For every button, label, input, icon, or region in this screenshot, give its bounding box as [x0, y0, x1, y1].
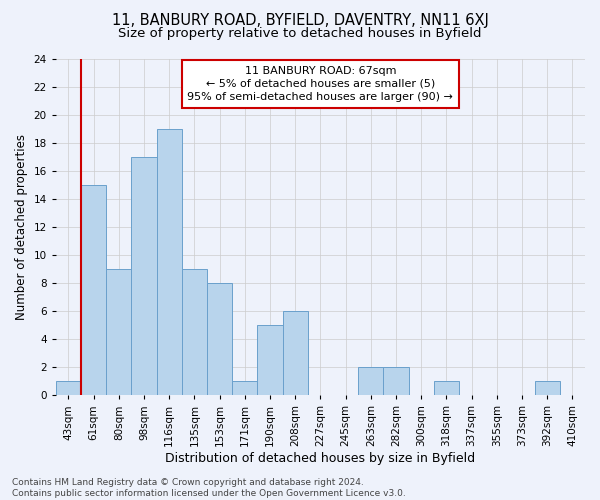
Bar — [283, 311, 308, 396]
Bar — [535, 382, 560, 396]
Bar — [434, 382, 459, 396]
Bar — [81, 185, 106, 396]
Bar — [207, 283, 232, 396]
Text: 11, BANBURY ROAD, BYFIELD, DAVENTRY, NN11 6XJ: 11, BANBURY ROAD, BYFIELD, DAVENTRY, NN1… — [112, 12, 488, 28]
Bar — [56, 382, 81, 396]
Bar — [182, 269, 207, 396]
Bar — [131, 157, 157, 396]
Bar — [383, 368, 409, 396]
Bar — [106, 269, 131, 396]
Text: Size of property relative to detached houses in Byfield: Size of property relative to detached ho… — [118, 28, 482, 40]
Bar — [157, 129, 182, 396]
Text: 11 BANBURY ROAD: 67sqm
← 5% of detached houses are smaller (5)
95% of semi-detac: 11 BANBURY ROAD: 67sqm ← 5% of detached … — [187, 66, 454, 102]
Bar — [358, 368, 383, 396]
Bar — [232, 382, 257, 396]
Text: Contains HM Land Registry data © Crown copyright and database right 2024.
Contai: Contains HM Land Registry data © Crown c… — [12, 478, 406, 498]
Bar — [257, 325, 283, 396]
X-axis label: Distribution of detached houses by size in Byfield: Distribution of detached houses by size … — [166, 452, 475, 465]
Y-axis label: Number of detached properties: Number of detached properties — [15, 134, 28, 320]
